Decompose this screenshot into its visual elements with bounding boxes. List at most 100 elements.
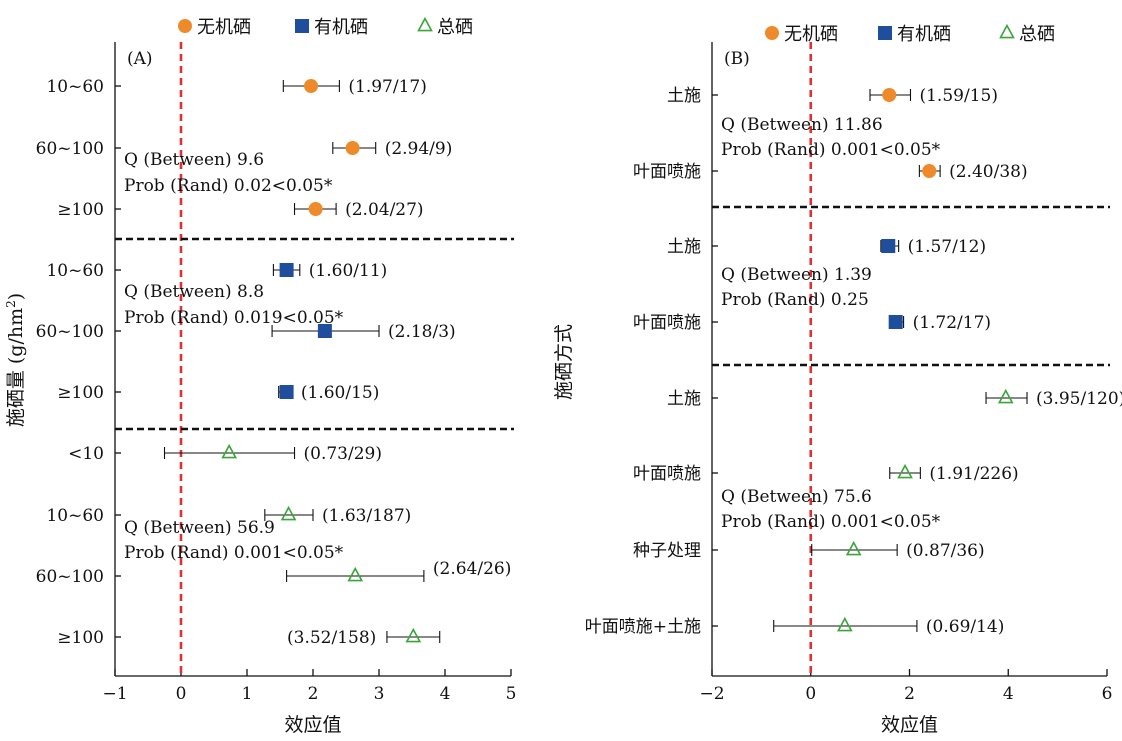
row-label: <10: [68, 444, 104, 464]
x-tick-label: 2: [308, 684, 319, 704]
effect-point: [279, 263, 294, 277]
prob-annotation: Prob (Rand) 0.001<0.05*: [721, 512, 941, 532]
effect-data-label: (1.72/17): [913, 313, 991, 333]
effect-data-label: (1.59/15): [919, 86, 997, 106]
panel-label: (B): [724, 49, 750, 69]
q-between-annotation: Q (Between) 11.86: [721, 115, 883, 135]
legend-marker: [878, 26, 892, 40]
effect-point: [304, 79, 319, 93]
effect-data-label: (1.57/12): [908, 237, 986, 257]
y-axis-title-sup: 2: [4, 300, 18, 308]
panel-label: (A): [127, 49, 153, 69]
row-label: 叶面喷施: [633, 162, 701, 182]
y-axis-title-main: 施硒量 (g/hm: [5, 308, 27, 427]
effect-data-label: (2.40/38): [949, 162, 1027, 182]
q-between-annotation: Q (Between) 56.9: [124, 518, 275, 538]
row-label: 土施: [667, 389, 701, 409]
legend-marker: [999, 23, 1015, 39]
prob-annotation: Prob (Rand) 0.02<0.05*: [124, 176, 333, 196]
effect-point: [922, 164, 937, 178]
row-label: 种子处理: [633, 541, 701, 561]
effect-data-label: (1.97/17): [348, 77, 426, 97]
legend-label: 无机硒: [784, 24, 838, 45]
effect-data-label: (1.60/15): [301, 383, 379, 403]
y-axis-title-tail: ): [5, 293, 27, 300]
effect-point: [836, 616, 853, 632]
prob-annotation: Prob (Rand) 0.001<0.05*: [124, 543, 344, 563]
effect-point: [888, 315, 903, 329]
legend-marker: [417, 16, 433, 32]
row-label: ≥100: [57, 383, 104, 403]
effect-point: [881, 239, 896, 253]
prob-annotation: Prob (Rand) 0.001<0.05*: [721, 140, 941, 160]
row-label: 10~60: [46, 261, 104, 281]
prob-annotation: Prob (Rand) 0.019<0.05*: [124, 308, 344, 328]
effect-point: [882, 88, 897, 102]
row-label: 60~100: [36, 139, 104, 159]
legend-label: 无机硒: [197, 17, 251, 38]
effect-point: [279, 385, 294, 399]
y-axis-title: 施硒方式: [553, 324, 575, 400]
row-label: 叶面喷施: [633, 464, 701, 484]
effect-point: [280, 505, 297, 521]
legend-label: 有机硒: [897, 24, 951, 45]
q-between-annotation: Q (Between) 75.6: [721, 487, 872, 507]
effect-point: [345, 141, 360, 155]
row-label: 土施: [667, 86, 701, 106]
row-label: 土施: [667, 237, 701, 257]
effect-point: [897, 463, 913, 479]
x-tick-label: −2: [699, 684, 724, 704]
row-label: 10~60: [46, 506, 104, 526]
effect-point: [347, 566, 364, 582]
effect-point: [317, 324, 332, 338]
effect-data-label: (2.18/3): [388, 322, 456, 342]
x-tick-label: 1: [242, 684, 253, 704]
effect-data-label: (3.52/158): [287, 628, 376, 648]
x-axis-title: 效应值: [284, 714, 341, 736]
legend-label: 总硒: [1019, 24, 1055, 45]
y-axis-title: 施硒量 (g/hm2): [4, 293, 27, 427]
x-tick-label: 0: [805, 684, 816, 704]
q-between-annotation: Q (Between) 9.6: [124, 150, 264, 170]
effect-point: [405, 627, 422, 643]
row-label: 叶面喷施+土施: [585, 617, 701, 637]
effect-data-label: (2.64/26): [433, 559, 511, 579]
legend-marker: [765, 26, 779, 40]
effect-data-label: (3.95/120): [1036, 389, 1122, 409]
row-label: 10~60: [46, 77, 104, 97]
legend-marker: [295, 19, 309, 33]
x-tick-label: 2: [904, 684, 915, 704]
q-between-annotation: Q (Between) 8.8: [124, 282, 264, 302]
effect-data-label: (2.04/27): [345, 200, 423, 220]
row-label: 叶面喷施: [633, 313, 701, 333]
prob-annotation: Prob (Rand) 0.25: [721, 290, 869, 310]
row-label: ≥100: [57, 628, 104, 648]
effect-data-label: (0.69/14): [926, 617, 1004, 637]
q-between-annotation: Q (Between) 1.39: [721, 265, 872, 285]
legend-label: 有机硒: [314, 17, 368, 38]
x-tick-label: 5: [506, 684, 517, 704]
x-tick-label: −1: [102, 684, 127, 704]
x-tick-label: 6: [1102, 684, 1113, 704]
effect-data-label: (1.63/187): [322, 506, 411, 526]
effect-point: [845, 540, 862, 556]
effect-data-label: (0.73/29): [304, 444, 382, 464]
row-label: 60~100: [36, 567, 104, 587]
effect-data-label: (1.91/226): [929, 464, 1018, 484]
effect-data-label: (1.60/11): [309, 261, 387, 281]
row-label: ≥100: [57, 200, 104, 220]
row-label: 60~100: [36, 322, 104, 342]
x-axis-title: 效应值: [881, 714, 938, 736]
x-tick-label: 0: [176, 684, 187, 704]
legend-marker: [178, 19, 192, 33]
effect-data-label: (2.94/9): [385, 139, 453, 159]
effect-point: [308, 202, 323, 216]
x-tick-label: 4: [440, 684, 451, 704]
x-tick-label: 3: [374, 684, 385, 704]
effect-data-label: (0.87/36): [906, 541, 984, 561]
effect-point: [221, 443, 238, 459]
